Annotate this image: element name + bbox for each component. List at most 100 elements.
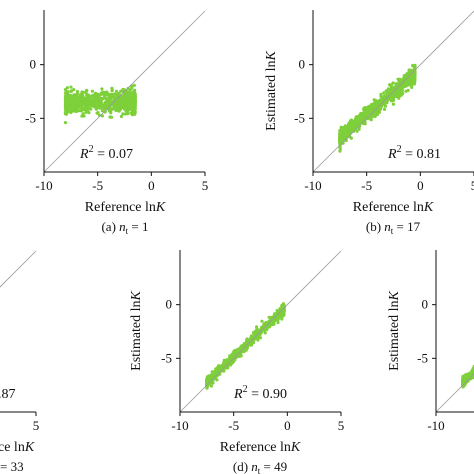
panel-d-y-tick-label: 0 — [166, 297, 173, 312]
panel-b-point — [372, 105, 376, 109]
panel-a-point — [65, 105, 69, 109]
panel-d-point — [224, 360, 228, 364]
panel-a-point — [114, 108, 118, 113]
panel-d-point — [223, 364, 227, 368]
panel-a-point — [130, 108, 134, 112]
panel-a-point — [65, 90, 69, 94]
panel-e-y-label: Estimated lnK — [387, 290, 402, 370]
panel-a-point — [130, 113, 135, 117]
panel-b-point — [375, 112, 379, 117]
panel-b-point — [386, 96, 390, 100]
panel-e-point — [468, 371, 472, 375]
panel-a-point — [132, 83, 136, 87]
panel-a-point — [114, 102, 118, 106]
panel-a-point — [69, 101, 73, 105]
panel-d-ticks: -10 -5 0 5 -5 0 — [161, 297, 344, 433]
panel-b-point — [397, 96, 401, 100]
panel-a-point — [104, 97, 108, 101]
panel-a-ticks: -10 -5 0 5 -5 0 — [25, 57, 208, 193]
panel-a-point — [81, 112, 85, 116]
panel-d-point — [260, 325, 264, 329]
panel-a-x-tick-label: -5 — [92, 178, 103, 193]
panel-a-point — [69, 110, 73, 114]
panel-c: 05 .87 ce lnK = 33 — [0, 250, 39, 474]
panel-b-point — [379, 99, 383, 103]
panel-d-point — [276, 320, 280, 325]
panel-a-point — [92, 104, 96, 108]
panel-b-point — [370, 108, 374, 112]
panel-d-x-tick-label: -5 — [228, 418, 239, 433]
panel-a-point — [132, 110, 136, 114]
panel-a-point — [69, 89, 73, 93]
panel-a-point — [100, 114, 104, 118]
panel-b-point — [404, 89, 408, 93]
panel-b-point — [412, 82, 416, 86]
panel-a-point — [89, 100, 93, 104]
panel-d-point — [273, 316, 277, 320]
panel-b-point — [361, 121, 365, 125]
panel-a-point — [107, 97, 111, 101]
panel-a-point — [119, 114, 123, 119]
panel-b-point — [379, 92, 383, 97]
panel-a-point — [133, 100, 137, 104]
panel-d-point — [210, 373, 214, 377]
panel-d-point — [215, 378, 219, 382]
panel-d-point — [211, 376, 215, 380]
panel-b-point — [384, 89, 388, 93]
panel-a-point — [80, 114, 84, 118]
panel-b-point — [409, 71, 413, 75]
panel-a-x-label: Reference lnK — [85, 200, 166, 215]
panel-b-point — [350, 121, 354, 125]
panel-a-point — [84, 103, 88, 107]
panel-d-point — [217, 367, 221, 371]
panel-b-points — [338, 63, 417, 153]
panel-a-point — [76, 104, 80, 108]
panel-a-y-tick-label: 0 — [30, 57, 37, 72]
panel-a-point — [108, 115, 112, 119]
panel-a-point — [132, 91, 136, 95]
panel-d-point — [280, 303, 284, 307]
panel-b-point — [366, 105, 370, 109]
panel-a-point — [127, 90, 131, 94]
panel-a-point — [121, 87, 125, 92]
panel-b-point — [383, 104, 388, 108]
panel-b-point — [357, 118, 362, 123]
panel-a-point — [85, 100, 89, 104]
panel-b-point — [368, 113, 372, 117]
panel-a-point — [73, 95, 77, 99]
panel-d-point — [215, 370, 219, 374]
panel-b-point — [408, 80, 412, 84]
panel-a-point — [133, 105, 137, 109]
panel-b-point — [394, 92, 399, 96]
panel-a-point — [117, 94, 121, 98]
panel-d-point — [258, 333, 262, 337]
panel-b-point — [369, 115, 373, 119]
panel-a-point — [104, 92, 108, 96]
panel-a-y-tick-label: -5 — [25, 110, 36, 125]
panel-a-point — [69, 85, 73, 89]
panel-a-point — [110, 93, 114, 97]
panel-b-point — [384, 101, 388, 105]
panel-a-point — [119, 89, 123, 93]
panel-a: -10 -5 0 5 -5 0 R2 = 0.07 Reference lnK (a) n… — [25, 10, 208, 236]
panel-a-x-tick-label: 0 — [148, 178, 155, 193]
panel-b-point — [392, 98, 396, 102]
panel-d-point — [254, 335, 258, 339]
panel-b-point — [382, 91, 386, 95]
panel-b-point — [404, 73, 408, 77]
panel-a-point — [127, 103, 131, 107]
panel-e-points — [461, 364, 474, 389]
panel-d-point — [271, 319, 275, 324]
panel-a-point — [102, 107, 106, 111]
panel-a-point — [85, 106, 89, 110]
panel-c-ticks: 05 — [33, 412, 39, 433]
panel-d-point — [280, 317, 284, 321]
panel-e-x-tick-label: -10 — [427, 418, 444, 433]
panel-a-point — [125, 107, 129, 111]
panel-a-point — [89, 104, 93, 108]
panel-a-caption: (a) nt = 1 — [101, 219, 148, 236]
panel-d-x-tick-label: 0 — [284, 418, 291, 433]
panel-a-r2-label: R2 = 0.07 — [79, 144, 133, 162]
panel-b-x-tick-label: -10 — [304, 178, 321, 193]
panel-d-point — [252, 330, 256, 335]
